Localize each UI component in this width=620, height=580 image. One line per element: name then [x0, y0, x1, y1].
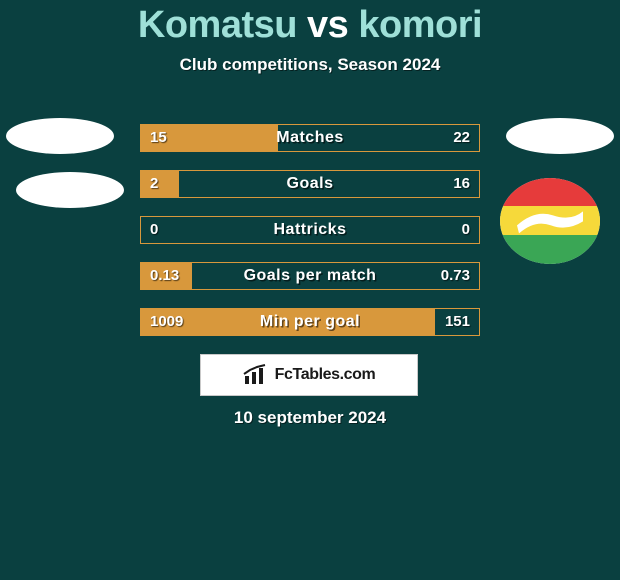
stat-right-value: 0	[462, 216, 470, 244]
stat-row: 0 Hattricks 0	[140, 216, 480, 244]
stat-row: 1009 Min per goal 151	[140, 308, 480, 336]
player1-name: Komatsu	[138, 4, 297, 46]
main-title: Komatsu vs komori	[0, 4, 620, 47]
stat-right-value: 151	[445, 308, 470, 336]
vs-separator: vs	[307, 4, 348, 46]
badge-stripe-red	[500, 178, 600, 207]
stat-row: 2 Goals 16	[140, 170, 480, 198]
player2-avatar	[506, 118, 614, 154]
stat-right-value: 22	[453, 124, 470, 152]
stat-label: Hattricks	[140, 216, 480, 244]
player1-team-avatar	[16, 172, 124, 208]
stat-label: Goals per match	[140, 262, 480, 290]
badge-emblem	[515, 205, 585, 235]
player1-avatar	[6, 118, 114, 154]
chart-icon	[243, 364, 269, 386]
stat-label: Matches	[140, 124, 480, 152]
player2-team-badge	[500, 178, 600, 264]
stat-row: 0.13 Goals per match 0.73	[140, 262, 480, 290]
stat-right-value: 16	[453, 170, 470, 198]
subtitle: Club competitions, Season 2024	[0, 55, 620, 75]
badge-stripe-green	[500, 235, 600, 264]
infographic-root: Komatsu vs komori Club competitions, Sea…	[0, 0, 620, 580]
stat-row: 15 Matches 22	[140, 124, 480, 152]
player2-name: komori	[358, 4, 482, 46]
brand-box: FcTables.com	[200, 354, 418, 396]
stat-label: Goals	[140, 170, 480, 198]
brand-text: FcTables.com	[275, 366, 376, 384]
stat-label: Min per goal	[140, 308, 480, 336]
stats-container: 15 Matches 22 2 Goals 16 0 Hattricks 0 0…	[140, 124, 480, 354]
date: 10 september 2024	[0, 408, 620, 428]
stat-right-value: 0.73	[441, 262, 470, 290]
